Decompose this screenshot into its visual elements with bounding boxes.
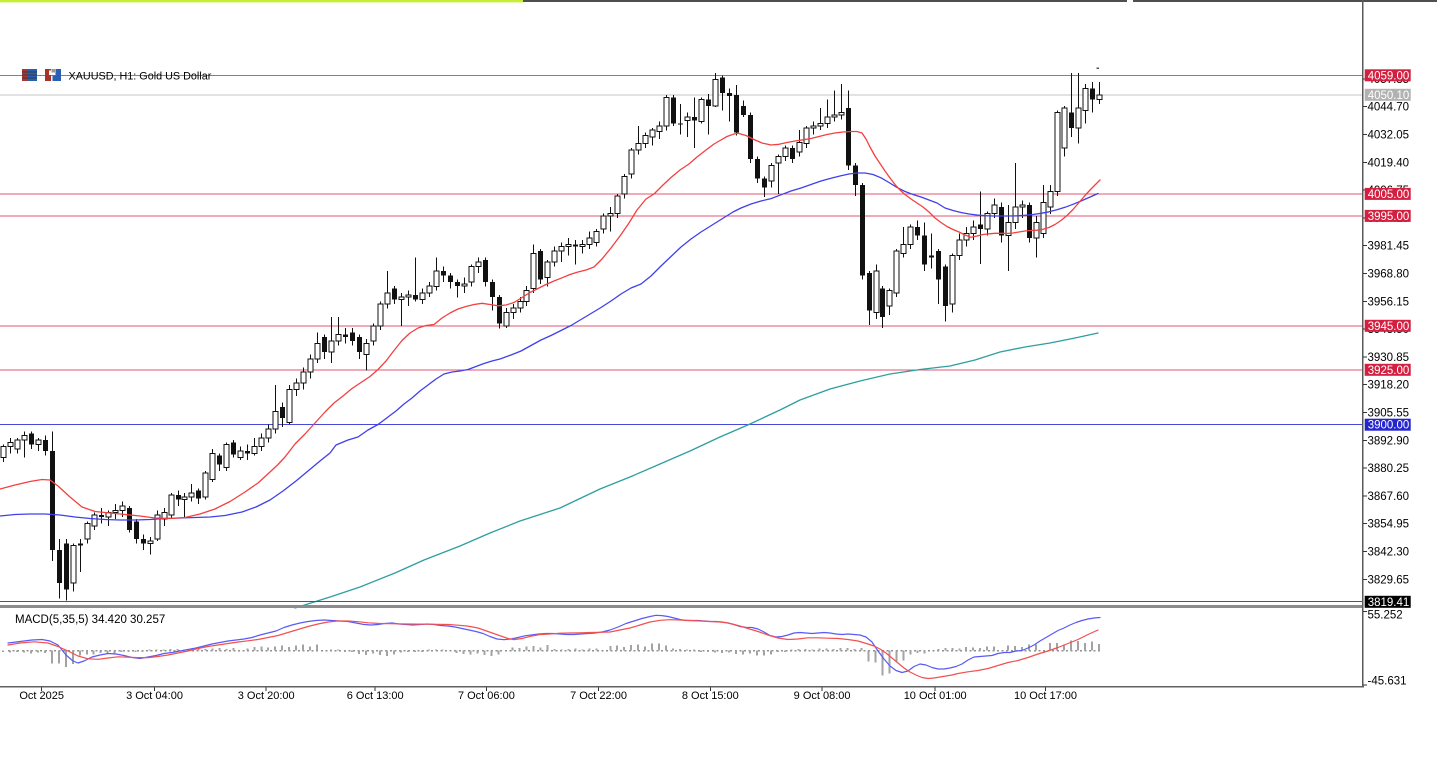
svg-text:3995.00: 3995.00 <box>1368 211 1410 223</box>
svg-text:MACD(5,35,5) 34.420 30.257: MACD(5,35,5) 34.420 30.257 <box>15 614 165 626</box>
svg-text:3925.00: 3925.00 <box>1368 365 1410 377</box>
svg-text:3945.00: 3945.00 <box>1368 321 1410 333</box>
svg-text:3981.45: 3981.45 <box>1368 241 1410 253</box>
svg-text:3900.00: 3900.00 <box>1368 420 1410 432</box>
svg-text:3819.41: 3819.41 <box>1368 597 1410 609</box>
svg-text:55.252: 55.252 <box>1368 609 1403 621</box>
svg-text:XAUUSD, H1: Gold US Dollar: XAUUSD, H1: Gold US Dollar <box>69 70 212 82</box>
svg-text:4044.70: 4044.70 <box>1368 102 1410 114</box>
svg-text:7 Oct 06:00: 7 Oct 06:00 <box>458 690 515 702</box>
svg-text:3918.20: 3918.20 <box>1368 380 1410 392</box>
svg-text:3880.25: 3880.25 <box>1368 463 1410 475</box>
svg-text:9 Oct 08:00: 9 Oct 08:00 <box>794 690 851 702</box>
svg-text:Oct 2025: Oct 2025 <box>19 690 64 702</box>
svg-text:3867.60: 3867.60 <box>1368 491 1410 503</box>
svg-text:3905.55: 3905.55 <box>1368 408 1410 420</box>
svg-text:3930.85: 3930.85 <box>1368 352 1410 364</box>
svg-text:3956.15: 3956.15 <box>1368 296 1410 308</box>
svg-text:7 Oct 22:00: 7 Oct 22:00 <box>570 690 627 702</box>
svg-text:4005.00: 4005.00 <box>1368 189 1410 201</box>
svg-text:-45.631: -45.631 <box>1368 675 1407 687</box>
svg-text:3892.90: 3892.90 <box>1368 435 1410 447</box>
svg-text:3829.65: 3829.65 <box>1368 574 1410 586</box>
svg-text:4059.00: 4059.00 <box>1368 70 1410 82</box>
svg-text:6 Oct 13:00: 6 Oct 13:00 <box>347 690 404 702</box>
svg-text:3854.95: 3854.95 <box>1368 519 1410 531</box>
svg-text:4032.05: 4032.05 <box>1368 130 1410 142</box>
svg-text:3842.30: 3842.30 <box>1368 547 1410 559</box>
svg-text:10 Oct 17:00: 10 Oct 17:00 <box>1014 690 1077 702</box>
svg-text:4050.10: 4050.10 <box>1368 90 1410 102</box>
svg-text:3968.80: 3968.80 <box>1368 269 1410 281</box>
svg-text:3 Oct 20:00: 3 Oct 20:00 <box>238 690 295 702</box>
svg-text:8 Oct 15:00: 8 Oct 15:00 <box>682 690 739 702</box>
svg-text:10 Oct 01:00: 10 Oct 01:00 <box>904 690 967 702</box>
svg-text:4019.40: 4019.40 <box>1368 157 1410 169</box>
svg-text:3 Oct 04:00: 3 Oct 04:00 <box>126 690 183 702</box>
